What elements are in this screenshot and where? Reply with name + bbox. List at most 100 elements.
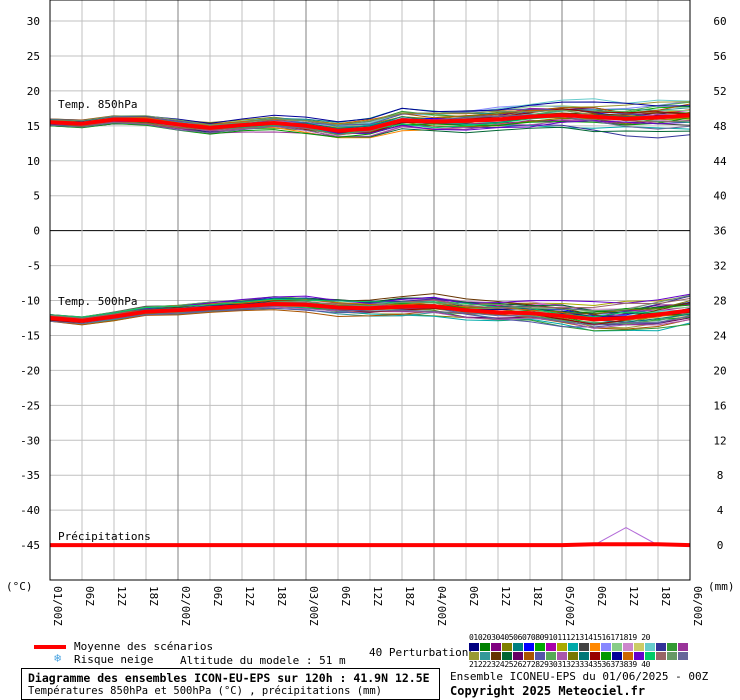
y-left-tick-label: -10 (20, 295, 40, 308)
y-right-tick-label: 44 (713, 155, 727, 168)
member-swatch (634, 643, 644, 651)
member-swatch (557, 652, 567, 660)
x-tick-label: 12Z (371, 586, 384, 606)
member-color-key: 01020304050607080910111213141516171819 2… (469, 633, 691, 669)
perturbations-label: 40 Perturbations (369, 646, 475, 659)
y-right-tick-label: 20 (713, 364, 726, 377)
y-left-tick-label: 25 (27, 50, 40, 63)
ensemble-means (49, 113, 691, 548)
member-swatch (601, 652, 611, 660)
member-swatch (667, 643, 677, 651)
member-swatch (579, 652, 589, 660)
member-swatch (491, 652, 501, 660)
member-swatch (601, 643, 611, 651)
member-swatch (513, 643, 523, 651)
y-left-tick-label: -5 (27, 260, 40, 273)
y-right-tick-label: 40 (713, 190, 726, 203)
x-tick-label: 12Z (627, 586, 640, 606)
member-swatch (524, 643, 534, 651)
x-tick-label: 18Z (403, 586, 416, 606)
x-tick-label: 06Z (211, 586, 224, 606)
legend-mean-label: Moyenne des scénarios (74, 640, 214, 653)
member-numbers-row2: 21222324252627282930313233343536373839 4… (469, 660, 651, 669)
y-right-tick-label: 12 (713, 434, 726, 447)
member-swatch (667, 652, 677, 660)
member-swatch (645, 643, 655, 651)
y-right-tick-label: 32 (713, 260, 726, 273)
x-tick-label: 12Z (499, 586, 512, 606)
x-tick-label: 06Z (595, 586, 608, 606)
mean-line (49, 113, 691, 133)
footer-subtitle: Températures 850hPa et 500hPa (°C) , pré… (28, 685, 383, 697)
member-swatch (469, 652, 479, 660)
legend-mean-swatch (34, 645, 66, 649)
y-right-tick-label: 16 (713, 399, 726, 412)
y-left-tick-label: 30 (27, 15, 40, 28)
x-tick-label: 03/00Z (307, 586, 320, 626)
y-right-tick-label: 56 (713, 50, 726, 63)
member-swatch (546, 652, 556, 660)
panel-label-precip: Précipitations (58, 530, 151, 543)
y-left-tick-label: 5 (33, 190, 40, 203)
member-swatch (535, 652, 545, 660)
y-left-tick-label: -20 (20, 364, 40, 377)
member-swatch (656, 652, 666, 660)
member-swatch (579, 643, 589, 651)
member-swatch (524, 652, 534, 660)
y-left-tick-label: 0 (33, 225, 40, 238)
mean-line (50, 542, 691, 548)
x-tick-label: 12Z (115, 586, 128, 606)
x-tick-label: 18Z (659, 586, 672, 606)
member-swatch (645, 652, 655, 660)
y-right-tick-label: 60 (713, 15, 726, 28)
y-right-tick-label: 24 (713, 329, 727, 342)
member-line (49, 109, 691, 126)
member-swatch (568, 652, 578, 660)
legend-snow-label: Risque neige (74, 653, 154, 666)
member-swatch (590, 643, 600, 651)
member-swatch (513, 652, 523, 660)
snowflake-icon: ❄ (54, 651, 62, 665)
footer-title: Diagramme des ensembles ICON-EU-EPS sur … (28, 671, 430, 685)
copyright: Copyright 2025 Meteociel.fr (450, 684, 646, 698)
member-line (49, 111, 691, 136)
member-line (49, 298, 691, 318)
x-tick-label: 12Z (243, 586, 256, 606)
y-left-tick-label: 10 (27, 155, 40, 168)
member-swatch (469, 643, 479, 651)
run-label: Ensemble ICONEU-EPS du 01/06/2025 - 00Z (450, 670, 709, 683)
member-swatch (612, 652, 622, 660)
y-right-tick-label: 8 (717, 469, 724, 482)
member-swatch (480, 643, 490, 651)
member-line (49, 305, 691, 326)
y-left-tick-label: -40 (20, 504, 40, 517)
x-tick-label: 18Z (147, 586, 160, 606)
grid (49, 0, 691, 580)
y-right-tick-label: 48 (713, 120, 726, 133)
y-right-tick-label: 28 (713, 295, 726, 308)
member-numbers-row1: 01020304050607080910111213141516171819 2… (469, 633, 651, 642)
member-swatch (568, 643, 578, 651)
member-swatch (612, 643, 622, 651)
mean-line (49, 302, 691, 323)
y-left-tick-label: -35 (20, 469, 40, 482)
member-swatch (623, 643, 633, 651)
right-unit-label: (mm) (708, 580, 735, 593)
y-right-tick-label: 0 (717, 539, 724, 552)
member-swatch (502, 652, 512, 660)
member-swatch (535, 643, 545, 651)
x-tick-label: 05/00Z (563, 586, 576, 626)
member-swatch (590, 652, 600, 660)
member-swatch (491, 643, 501, 651)
x-tick-label: 06Z (83, 586, 96, 606)
member-swatch (480, 652, 490, 660)
member-swatch (546, 643, 556, 651)
x-tick-label: 06Z (339, 586, 352, 606)
member-swatch (656, 643, 666, 651)
member-swatch (634, 652, 644, 660)
altitude-label: Altitude du modele : 51 m (180, 654, 346, 667)
y-left-tick-label: -15 (20, 329, 40, 342)
y-left-tick-label: -45 (20, 539, 40, 552)
